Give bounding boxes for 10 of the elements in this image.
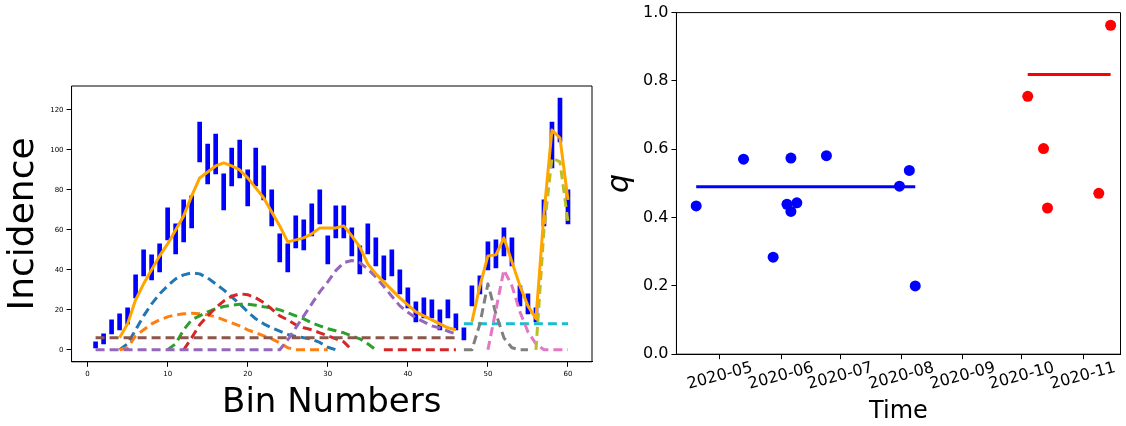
y-tick-label: 0.4 — [642, 206, 669, 226]
y-tick-label: 0.2 — [642, 275, 669, 295]
x-axis-title: Time — [868, 395, 928, 424]
y-tick-label: 1.0 — [642, 1, 669, 21]
y-tick-label: 0.6 — [642, 138, 669, 158]
y-tick-label: 0.0 — [642, 343, 669, 363]
x-axis-title: Bin Numbers — [222, 380, 442, 421]
y-tick-label: 0.8 — [642, 70, 669, 90]
y-axis-title: Incidence — [0, 137, 41, 311]
y-axis-title: q — [599, 173, 635, 193]
